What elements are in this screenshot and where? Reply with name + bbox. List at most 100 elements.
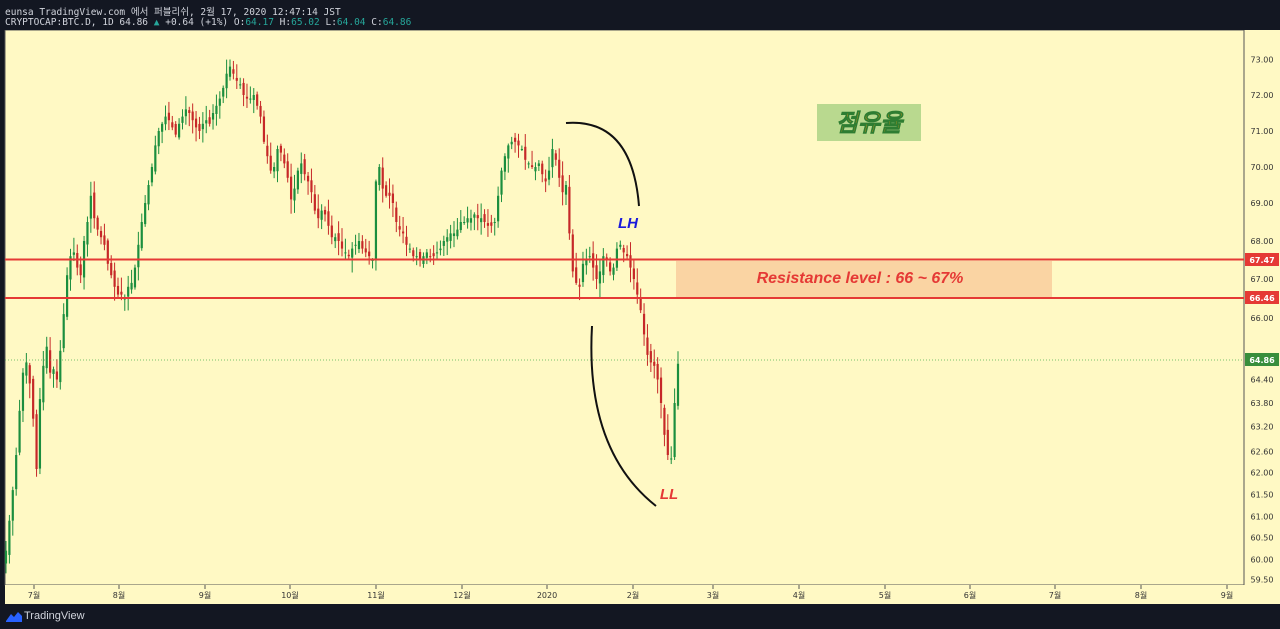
time-tick-label: 7월	[28, 590, 40, 600]
candle-body	[649, 351, 652, 363]
candle-body	[602, 256, 605, 276]
candle-body	[177, 123, 181, 138]
candle-body	[466, 218, 469, 223]
time-tick-label: 8월	[1135, 590, 1147, 600]
candle-body	[656, 363, 659, 380]
chart-header: eunsa TradingView.com 에서 퍼블리쉬, 2월 17, 20…	[0, 0, 1280, 30]
low-label: L:	[325, 17, 337, 28]
resistance-lower-price-text: 66.46	[1249, 294, 1275, 303]
candle-body	[323, 209, 327, 215]
time-tick-label: 9월	[1221, 590, 1233, 600]
tradingview-brand[interactable]: TradingView	[24, 610, 85, 622]
close-label: C:	[371, 17, 383, 28]
candle-body	[456, 229, 459, 237]
candle-body	[86, 222, 89, 245]
plot-area[interactable]	[4, 30, 1245, 586]
candle-body	[266, 145, 269, 157]
candle-body	[653, 361, 656, 366]
candle-body	[113, 270, 116, 287]
time-scale[interactable]	[5, 585, 1244, 604]
candle-body	[218, 98, 221, 106]
candle-body	[249, 98, 252, 100]
price-scale-ticks: 59.50 60.00 60.50 61.00 61.50 62.00 62.60 63.20…	[1251, 56, 1274, 585]
resistance-upper-price-tag	[1245, 253, 1279, 266]
candle-body	[381, 167, 384, 189]
time-tick-label: 2월	[627, 590, 639, 600]
candle-body	[279, 145, 283, 153]
candle-body	[378, 167, 381, 186]
candle-body	[150, 167, 154, 183]
candle-body	[357, 241, 361, 250]
time-tick-label: 9월	[199, 590, 211, 600]
price-tick-label: 61.50	[1251, 491, 1274, 500]
candle-body	[537, 163, 540, 167]
candle-body	[211, 113, 215, 120]
candle-body	[59, 350, 62, 383]
publish-attribution: eunsa TradingView.com 에서 퍼블리쉬, 2월 17, 20…	[5, 7, 341, 18]
candle-body	[296, 170, 299, 190]
candle-body	[452, 233, 456, 237]
candle-body	[8, 520, 11, 555]
price-tick-label: 60.50	[1251, 534, 1274, 543]
candle-body	[388, 192, 391, 196]
symbol-name[interactable]: CRYPTOCAP:BTC.D, 1D	[5, 17, 114, 28]
candle-body	[575, 267, 578, 283]
candle-body	[99, 230, 103, 238]
candle-body	[361, 241, 364, 249]
candle-body	[45, 346, 48, 369]
price-tick-label: 61.00	[1251, 513, 1274, 522]
candle-body	[21, 372, 25, 411]
candle-body	[446, 237, 449, 242]
price-tick-label: 72.00	[1251, 91, 1274, 100]
candle-body	[425, 252, 428, 258]
candle-body	[171, 122, 174, 128]
candle-body	[103, 235, 106, 245]
candle-body	[28, 365, 31, 384]
high-value: 65.02	[291, 17, 320, 28]
candle-body	[415, 256, 418, 258]
candle-body	[340, 241, 344, 249]
price-tick-label: 60.00	[1251, 556, 1274, 565]
candle-body	[133, 267, 137, 288]
candle-body	[300, 163, 303, 174]
price-tick-label: 71.00	[1251, 127, 1274, 136]
candle-body	[347, 254, 350, 257]
price-change: +0.64 (+1%)	[165, 17, 229, 28]
price-chart[interactable]: 59.50 60.00 60.50 61.00 61.50 62.00 62.60 63.20…	[0, 30, 1280, 604]
candle-body	[283, 154, 286, 164]
candle-body	[510, 141, 513, 145]
title-box	[817, 104, 921, 141]
candle-body	[317, 208, 320, 219]
candle-body	[551, 149, 554, 168]
resistance-zone	[676, 261, 1052, 297]
candle-body	[65, 275, 69, 317]
candle-body	[666, 429, 669, 455]
candle-body	[646, 337, 649, 355]
candle-body	[127, 286, 130, 297]
candle-body	[259, 105, 262, 117]
candle-body	[459, 222, 462, 231]
candle-body	[541, 163, 544, 175]
candle-body	[639, 297, 642, 311]
time-tick-label: 5월	[879, 590, 891, 600]
symbol-legend[interactable]: CRYPTOCAP:BTC.D, 1D 64.86 ▲ +0.64 (+1%) …	[5, 17, 411, 28]
lh-label: LH	[618, 215, 639, 232]
last-price-tag	[1245, 353, 1279, 366]
candle-body	[507, 145, 510, 159]
last-price: 64.86	[119, 17, 149, 28]
tradingview-logo-icon[interactable]	[6, 611, 22, 622]
price-scale[interactable]	[1244, 30, 1280, 604]
candle-body	[256, 94, 259, 106]
time-tick-label: 12월	[453, 590, 471, 600]
candle-body	[527, 163, 530, 165]
candle-body	[235, 77, 238, 81]
candle-body	[612, 267, 615, 275]
price-tick-label: 63.20	[1251, 423, 1274, 432]
price-tick-label: 67.00	[1251, 275, 1274, 284]
candle-body	[25, 362, 28, 376]
ll-arc	[590, 325, 657, 507]
candle-body	[486, 223, 490, 226]
price-tick-label: 68.00	[1251, 237, 1274, 246]
candle-body	[110, 262, 113, 276]
candle-body	[327, 211, 330, 226]
